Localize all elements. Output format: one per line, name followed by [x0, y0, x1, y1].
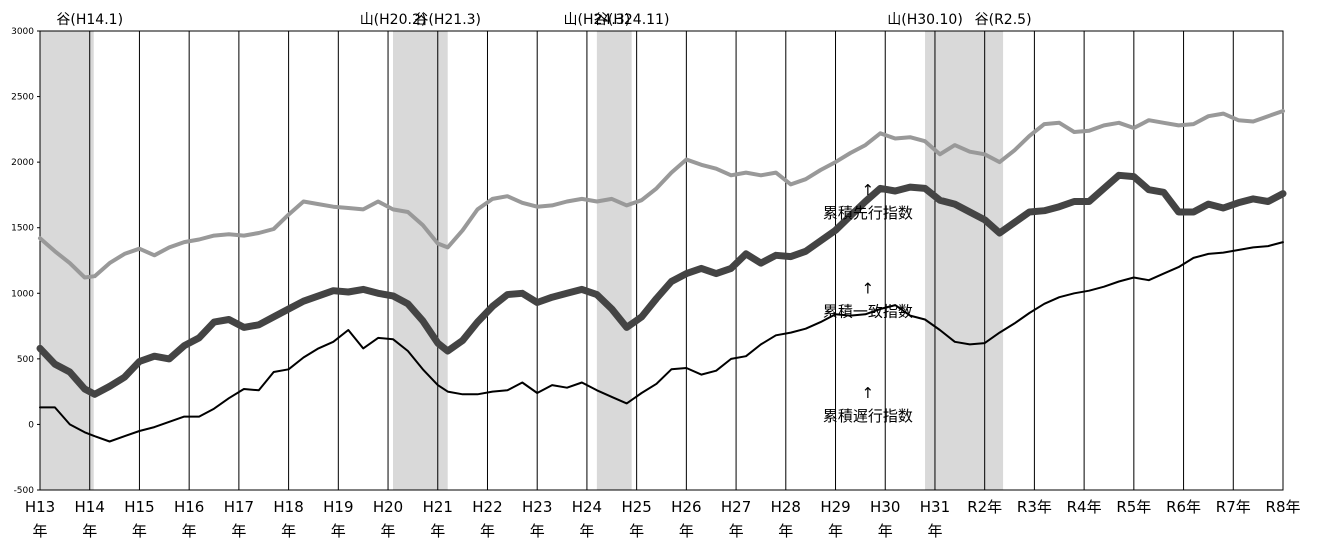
x-tick-label: H16	[174, 498, 204, 516]
x-tick-label: R8年	[1266, 498, 1301, 516]
x-tick-label: H25	[621, 498, 651, 516]
x-tick-label: H31	[920, 498, 950, 516]
gridlines	[37, 30, 1284, 491]
y-tick-label: 2500	[11, 93, 34, 103]
shaded-period	[925, 31, 1004, 490]
x-tick-label: H18	[273, 498, 303, 516]
turning-point-label: 谷(H14.1)	[56, 12, 123, 28]
x-tick-label: 年	[828, 522, 843, 540]
x-tick-label: H15	[124, 498, 154, 516]
x-tick-label: H22	[472, 498, 502, 516]
x-tick-label: 年	[281, 522, 296, 540]
x-axis-labels: H13 年 H14 年 H15 年 H16 年 H17 年 H18 年 H19 年 H20 年 H21 年 H22 年…	[25, 498, 1301, 540]
x-tick-label: H13	[25, 498, 55, 516]
series-label-arrow: ↑	[862, 279, 875, 297]
x-tick-label: 年	[679, 522, 694, 540]
turning-point-label: 谷(H21.3)	[414, 12, 481, 28]
y-tick-label: 3000	[11, 27, 34, 37]
turning-point-labels: 谷(H14.1) 山(H20.2)谷(H21.3) 山(H24.3)谷(H24.11…	[56, 12, 1031, 28]
series-lines	[36, 109, 1287, 443]
x-tick-label: 年	[331, 522, 346, 540]
x-tick-label: 年	[32, 522, 47, 540]
x-tick-label: H23	[522, 498, 552, 516]
series-labels: ↑ 累積先行指数 ↑ 累積一致指数 ↑ 累積遅行指数	[823, 181, 913, 425]
series-line	[39, 241, 1284, 443]
y-tick-label: 500	[17, 355, 34, 365]
y-tick-label: 1000	[11, 289, 34, 299]
x-tick-label: R5年	[1116, 498, 1151, 516]
x-tick-label: 年	[430, 522, 445, 540]
shaded-period	[393, 31, 448, 490]
x-tick-label: 年	[530, 522, 545, 540]
series-label: 累積先行指数	[823, 204, 913, 222]
x-tick-label: 年	[579, 522, 594, 540]
turning-point-label: 山(H30.10)	[887, 12, 963, 28]
x-tick-label: R4年	[1067, 498, 1102, 516]
series-label: 累積遅行指数	[823, 407, 913, 425]
shaded-period	[596, 31, 632, 490]
x-tick-label: H19	[323, 498, 353, 516]
x-tick-label: R2年	[967, 498, 1002, 516]
x-tick-label: 年	[231, 522, 246, 540]
x-tick-label: H27	[721, 498, 751, 516]
x-tick-label: H20	[373, 498, 403, 516]
series-label-arrow: ↑	[862, 181, 875, 199]
x-tick-label: 年	[629, 522, 644, 540]
y-tick-label: 1500	[11, 224, 34, 234]
series-line	[38, 109, 1285, 280]
x-tick-label: H28	[771, 498, 801, 516]
y-axis-ticks: -500 0 500 1000 1500 2000 2500 3000	[11, 27, 34, 496]
turning-point-label: 谷(R2.5)	[975, 12, 1032, 28]
turning-point-label: 山(H24.3)	[564, 12, 631, 28]
x-tick-label: H26	[671, 498, 701, 516]
x-tick-label: 年	[381, 522, 396, 540]
x-tick-label: H14	[75, 498, 105, 516]
series-label: 累積一致指数	[823, 302, 913, 320]
x-tick-label: 年	[778, 522, 793, 540]
x-tick-label: 年	[132, 522, 147, 540]
x-tick-label: H30	[870, 498, 900, 516]
turning-point-label: 谷(H24.11)	[594, 12, 670, 28]
x-tick-label: H24	[572, 498, 602, 516]
y-tick-label: 2000	[11, 158, 34, 168]
x-tick-label: R7年	[1216, 498, 1251, 516]
x-tick-label: 年	[82, 522, 97, 540]
plot-frame	[39, 30, 1284, 491]
y-tick-label: -500	[14, 486, 35, 496]
x-tick-label: R6年	[1166, 498, 1201, 516]
x-tick-label: 年	[182, 522, 197, 540]
x-tick-label: H29	[820, 498, 850, 516]
x-tick-label: 年	[927, 522, 942, 540]
y-tick-label: 0	[28, 420, 34, 430]
x-tick-label: 年	[729, 522, 744, 540]
x-tick-label: H17	[224, 498, 254, 516]
series-line	[36, 171, 1287, 398]
x-tick-label: R3年	[1017, 498, 1052, 516]
shaded-periods	[40, 31, 1004, 490]
turning-point-label: 山(H20.2)	[360, 12, 427, 28]
x-tick-label: 年	[878, 522, 893, 540]
x-tick-label: 年	[480, 522, 495, 540]
series-label-arrow: ↑	[862, 384, 875, 402]
x-tick-label: H21	[423, 498, 453, 516]
